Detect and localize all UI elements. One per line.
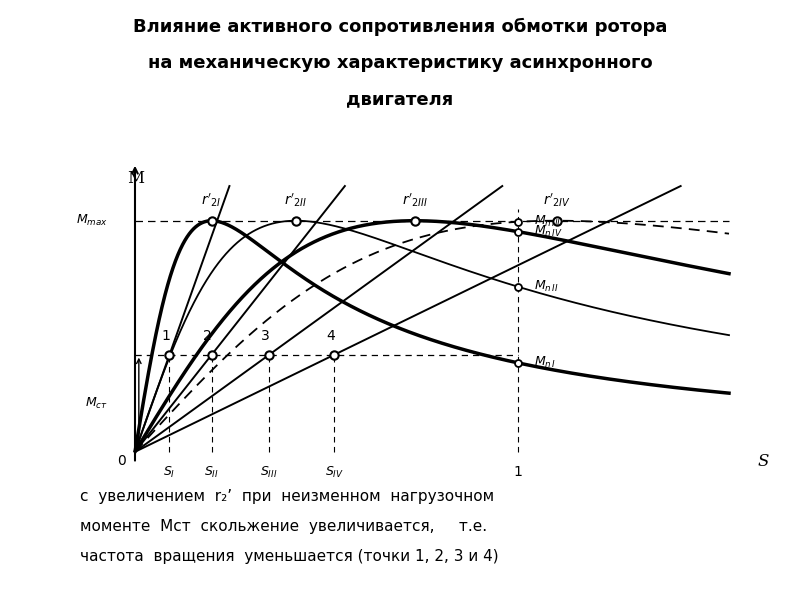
Text: $r'_{2III}$: $r'_{2III}$ — [402, 191, 428, 209]
Text: $r'_{2IV}$: $r'_{2IV}$ — [542, 191, 570, 209]
Text: с  увеличением  r₂’  при  неизменном  нагрузочном: с увеличением r₂’ при неизменном нагрузо… — [80, 489, 494, 504]
Text: 2: 2 — [203, 329, 212, 343]
Text: Влияние активного сопротивления обмотки ротора: Влияние активного сопротивления обмотки … — [133, 18, 667, 36]
Text: частота  вращения  уменьшается (точки 1, 2, 3 и 4): частота вращения уменьшается (точки 1, 2… — [80, 549, 498, 564]
Text: 4: 4 — [326, 329, 335, 343]
Text: S: S — [758, 452, 769, 470]
Text: $S_{III}$: $S_{III}$ — [261, 464, 278, 479]
Text: $M_{n\,I}$: $M_{n\,I}$ — [534, 355, 556, 370]
Text: $S_{I}$: $S_{I}$ — [163, 464, 176, 479]
Text: на механическую характеристику асинхронного: на механическую характеристику асинхронн… — [148, 54, 652, 72]
Text: $M_{ст}$: $M_{ст}$ — [86, 396, 108, 411]
Text: двигателя: двигателя — [346, 90, 454, 108]
Text: 1: 1 — [514, 464, 522, 479]
Text: 3: 3 — [261, 329, 270, 343]
Text: 0: 0 — [118, 454, 126, 468]
Text: $S_{II}$: $S_{II}$ — [204, 464, 219, 479]
Text: $r'_{2I}$: $r'_{2I}$ — [202, 191, 222, 209]
Text: моменте  Мст  скольжение  увеличивается,     т.е.: моменте Мст скольжение увеличивается, т.… — [80, 519, 487, 534]
Text: M: M — [127, 170, 145, 187]
Text: $M_{max}$: $M_{max}$ — [76, 213, 108, 228]
Text: $S_{IV}$: $S_{IV}$ — [325, 464, 344, 479]
Text: $M_{n\,IV}$: $M_{n\,IV}$ — [534, 224, 562, 239]
Text: $r'_{2II}$: $r'_{2II}$ — [284, 191, 308, 209]
Text: 1: 1 — [162, 329, 170, 343]
Text: $M_{n\,II}$: $M_{n\,II}$ — [534, 279, 558, 295]
Text: $M_{n\,III}$: $M_{n\,III}$ — [534, 214, 561, 229]
